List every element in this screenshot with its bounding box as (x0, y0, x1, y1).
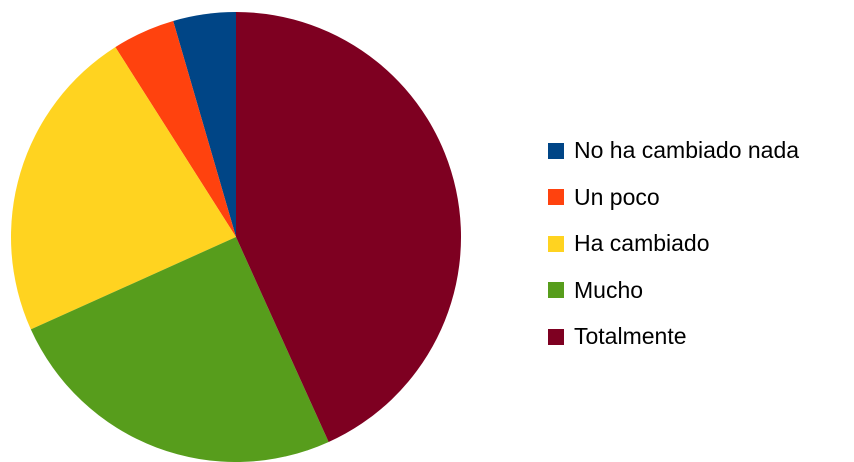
pie-slices (10, 11, 462, 462)
legend-swatch (548, 282, 564, 299)
legend-item: Mucho (548, 276, 799, 303)
legend-item: Totalmente (548, 325, 799, 348)
legend-label: Ha cambiado (574, 230, 710, 257)
pie-slice-1 (173, 12, 236, 237)
legend-swatch (548, 328, 564, 345)
pie-slice-5 (236, 11, 462, 443)
legend-label: Totalmente (574, 323, 687, 350)
legend-label: Mucho (574, 276, 644, 303)
legend-swatch (548, 142, 564, 159)
legend: No ha cambiado nada Un poco Ha cambiado Muc… (548, 139, 799, 348)
legend-item: Ha cambiado (548, 232, 799, 255)
legend-item: No ha cambiado nada (548, 139, 799, 162)
legend-swatch (548, 189, 564, 206)
pie-slice-2 (115, 20, 236, 238)
legend-label: No ha cambiado nada (574, 137, 800, 163)
pie-slice-3 (10, 47, 236, 330)
legend-label: Un poco (574, 183, 660, 210)
legend-swatch (548, 235, 564, 252)
legend-item: Un poco (548, 183, 799, 210)
pie-slice-4 (30, 237, 329, 462)
